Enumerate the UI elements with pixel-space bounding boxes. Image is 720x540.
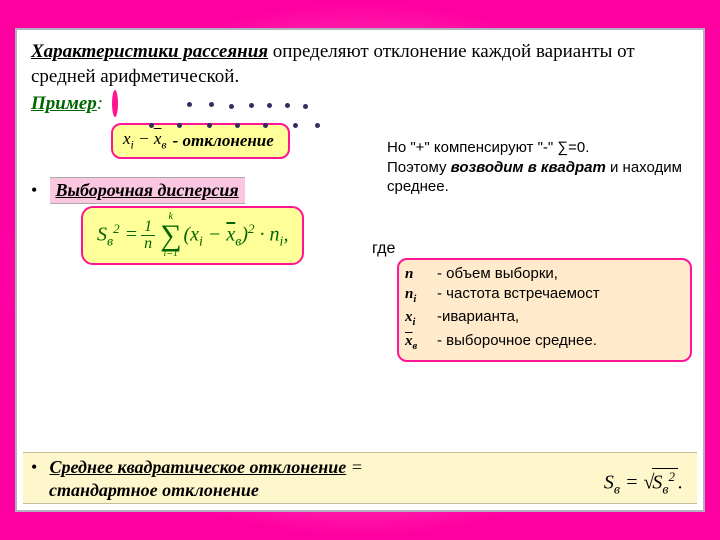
n-symbol: n bbox=[405, 264, 437, 284]
example-row: Пример: bbox=[31, 93, 689, 115]
scatter-dot bbox=[267, 103, 272, 108]
variance-formula-box: Sв2 = 1n k∑i=1 (xi − xв)2 · ni, bbox=[81, 206, 304, 265]
note-sum: ∑=0 bbox=[557, 139, 585, 156]
scatter-dot bbox=[187, 102, 192, 107]
note-1a: Но "+" компенсируют "-" bbox=[387, 139, 557, 156]
scatter-dot bbox=[285, 103, 290, 108]
scatter-dot bbox=[209, 102, 214, 107]
example-label: Пример bbox=[31, 93, 97, 114]
ni-text: - частота встречаемост bbox=[437, 284, 682, 307]
xi-symbol: xi bbox=[405, 307, 437, 330]
ni-symbol: ni bbox=[405, 284, 437, 307]
compensation-note: Но "+" компенсируют "-" ∑=0. Поэтому воз… bbox=[387, 138, 697, 197]
scatter-dot bbox=[303, 104, 308, 109]
note-2b: возводим в квадрат bbox=[451, 159, 606, 176]
scatter-ellipse bbox=[112, 90, 118, 117]
bullet-icon: • bbox=[31, 180, 45, 202]
note-2a: Поэтому bbox=[387, 159, 451, 176]
std-line2: стандартное отклонение bbox=[31, 479, 689, 502]
dots-ellipse-wrap bbox=[112, 93, 118, 115]
dev-xi: x bbox=[123, 129, 131, 148]
variance-label: Выборочная дисперсия bbox=[50, 177, 245, 205]
xi-text: -ᴎварианта, bbox=[437, 307, 682, 330]
deviation-formula: xi − xв bbox=[123, 129, 167, 152]
title-block: Характеристики рассеяния определяют откл… bbox=[31, 40, 689, 89]
scatter-dot bbox=[249, 103, 254, 108]
n-text: - объем выборки, bbox=[437, 264, 682, 284]
scatter-dot bbox=[229, 104, 234, 109]
deviation-label: - отклонение bbox=[173, 131, 274, 151]
xv-symbol: xв bbox=[405, 331, 437, 354]
example-colon: : bbox=[97, 93, 103, 114]
std-formula: Sв = √Sв2. bbox=[604, 468, 683, 499]
std-eq: = bbox=[346, 457, 363, 477]
dev-minus: − bbox=[134, 129, 154, 148]
variance-formula: Sв2 = 1n k∑i=1 (xi − xв)2 · ni, bbox=[97, 212, 288, 259]
xv-text: - выборочное среднее. bbox=[437, 331, 682, 354]
dev-v: в bbox=[161, 138, 166, 152]
std-label: Среднее квадратическое отклонение bbox=[50, 457, 347, 477]
legend-box: n - объем выборки, ni - частота встречае… bbox=[397, 258, 692, 362]
title-heading: Характеристики рассеяния bbox=[31, 41, 268, 62]
slide: Характеристики рассеяния определяют откл… bbox=[15, 28, 705, 512]
std-deviation-block: • Среднее квадратическое отклонение = ст… bbox=[23, 452, 697, 504]
bullet-icon: • bbox=[31, 457, 45, 479]
deviation-box: xi − xв - отклонение bbox=[111, 123, 290, 158]
gde-label: где bbox=[372, 240, 395, 258]
